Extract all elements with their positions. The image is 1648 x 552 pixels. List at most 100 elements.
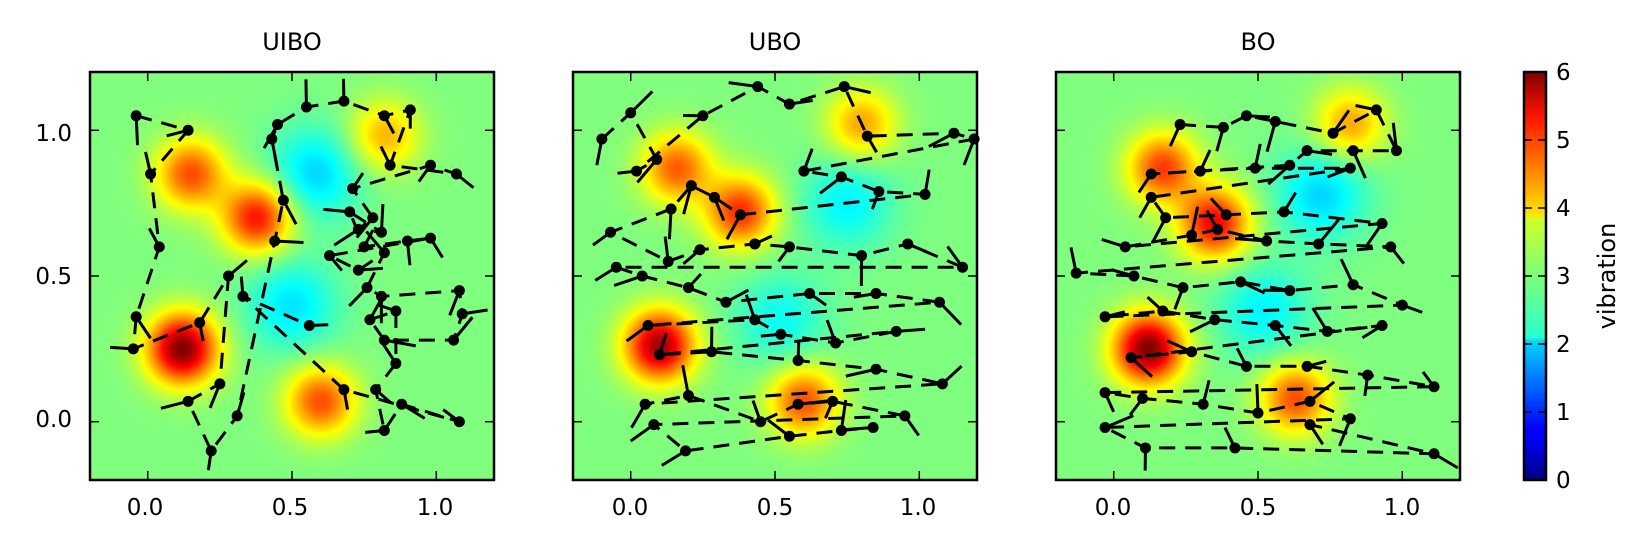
sample-point [899,410,911,422]
axis-ticks-bo [1056,72,1460,480]
sample-points-bo [1070,104,1440,460]
sample-point [1347,145,1359,157]
sample-point [957,261,969,273]
sample-point [654,349,666,361]
sample-point [734,209,746,221]
sample-point [835,424,847,436]
x-tick-label: 0.0 [127,495,164,521]
sample-point [214,378,226,390]
sample-point [625,107,637,119]
sample-point [682,282,694,294]
panel-title-ubo: UBO [749,28,802,56]
sample-point [749,314,761,326]
sample-point [453,416,465,428]
sample-point [1157,305,1169,317]
sample-point [636,270,648,282]
sample-point [1186,346,1198,358]
sample-point [1344,413,1356,425]
sample-point [1212,223,1224,235]
sample-point [1235,276,1247,288]
sample-point [648,419,660,431]
sample-point [1217,121,1229,133]
sample-point [1301,360,1313,372]
x-tick-label: 0.5 [1240,495,1277,521]
sample-point [450,168,462,180]
x-tick-label: 0.0 [612,495,649,521]
sample-point [1261,235,1273,247]
sample-point [783,430,795,442]
sample-point [783,98,795,110]
sample-point [358,241,370,253]
sample-point [610,261,622,273]
sample-point [1160,212,1172,224]
sample-point [1376,320,1388,332]
colorbar-gradient [1524,72,1546,480]
sample-point [401,235,413,247]
sample-point [1313,238,1325,250]
sample-point [605,226,617,238]
sample-point [1186,229,1198,241]
sample-point [269,235,281,247]
sample-point [338,384,350,396]
sample-point [425,159,437,171]
sample-point [384,159,396,171]
axis-ticks-uibo [90,72,494,480]
sample-point [651,153,663,165]
sample-point [303,320,315,332]
y-tick-label: 0.5 [35,264,72,290]
sample-point [639,398,651,410]
sample-point [1284,159,1296,171]
sample-point [1252,407,1264,419]
sample-point [697,110,709,122]
sample-point [324,250,336,262]
sample-point [378,424,390,436]
sample-point [783,241,795,253]
colorbar-tick-label: 1 [1556,400,1571,426]
colorbar: 0 1 2 3 4 5 6 vibration [1522,60,1621,494]
sample-point [827,395,839,407]
sample-point [752,81,764,93]
sample-point [642,320,654,332]
panel-uibo: UIBO 0.0 0.5 1.0 0.0 0.5 1.0 [35,28,496,521]
sample-point [948,127,960,139]
sample-point [1145,191,1157,203]
trajectory-path [131,99,464,454]
colorbar-ticks [1524,71,1546,481]
sample-point [272,118,284,130]
sample-point [873,185,885,197]
sample-point [347,183,359,195]
sample-point [1070,267,1082,279]
sample-point [1220,209,1232,221]
y-tick-label: 0.0 [35,407,72,433]
sample-point [1269,116,1281,128]
sample-point [933,296,945,308]
sample-point [720,296,732,308]
colorbar-tick-label: 6 [1556,60,1571,86]
sample-point [456,308,468,320]
sample-point [1304,419,1316,431]
sample-point [338,95,350,107]
sample-point [1428,381,1440,393]
sample-point [153,241,165,253]
sample-point [1139,442,1151,454]
x-tick-label: 1.0 [417,495,454,521]
y-tick-label: 1.0 [35,121,72,147]
sample-point [378,247,390,259]
sample-point [1125,352,1137,364]
sample-point [680,445,692,457]
sample-point [694,244,706,256]
sample-point [1177,282,1189,294]
sample-point [352,223,364,235]
sample-point [870,287,882,299]
sample-point [662,255,674,267]
sample-point [127,343,139,355]
sample-point [367,212,379,224]
sample-point [1137,392,1149,404]
x-tick-label: 1.0 [1384,495,1421,521]
sample-point [361,282,373,294]
sample-point [706,346,718,358]
sample-point [1269,320,1281,332]
sample-point [130,110,142,122]
sample-point [145,168,157,180]
